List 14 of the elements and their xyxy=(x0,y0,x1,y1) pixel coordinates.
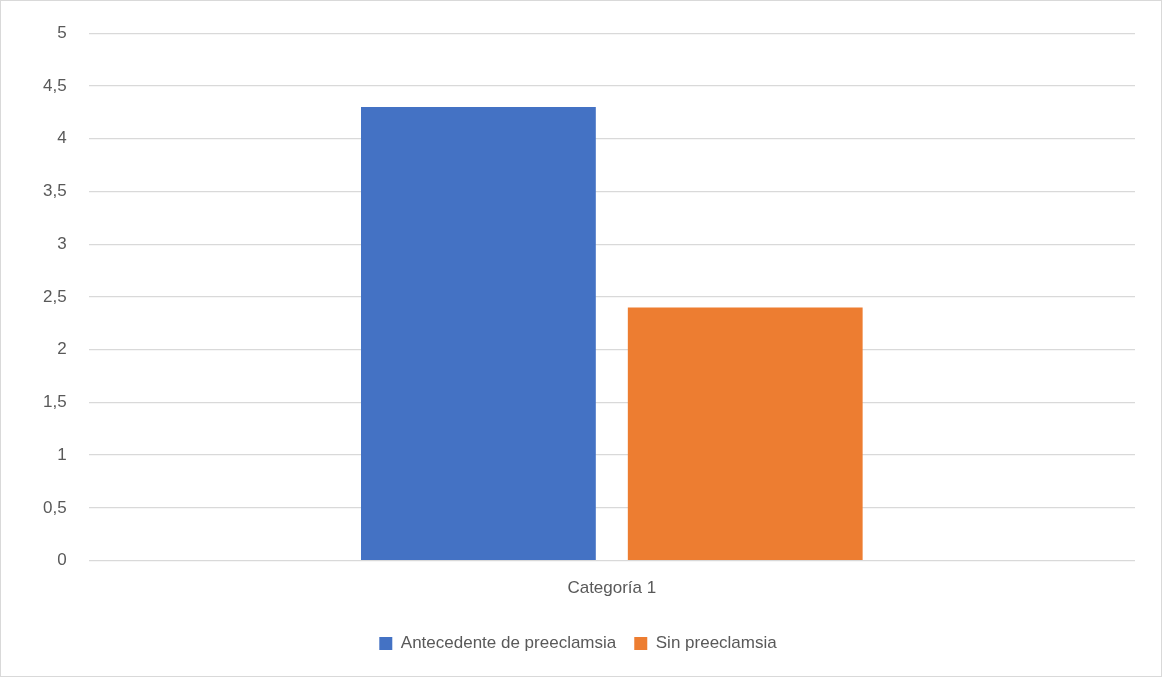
x-tick-label: Categoría 1 xyxy=(567,578,657,598)
y-tick-label: 3 xyxy=(57,233,67,253)
y-tick-label: 0 xyxy=(57,550,67,570)
y-tick-label: 2 xyxy=(57,339,67,359)
legend-label: Sin preeclamsia xyxy=(655,633,778,653)
legend-label: Antecedente de preeclamsia xyxy=(400,633,617,653)
y-tick-label: 4 xyxy=(57,128,67,148)
y-tick-label: 2,5 xyxy=(42,286,67,306)
y-tick-label: 1 xyxy=(57,444,67,464)
y-tick-label: 5 xyxy=(57,22,67,42)
y-tick-label: 1,5 xyxy=(42,392,67,412)
y-tick-label: 0,5 xyxy=(42,497,67,517)
y-tick-label: 3,5 xyxy=(42,181,67,201)
y-tick-label: 4,5 xyxy=(42,75,67,95)
